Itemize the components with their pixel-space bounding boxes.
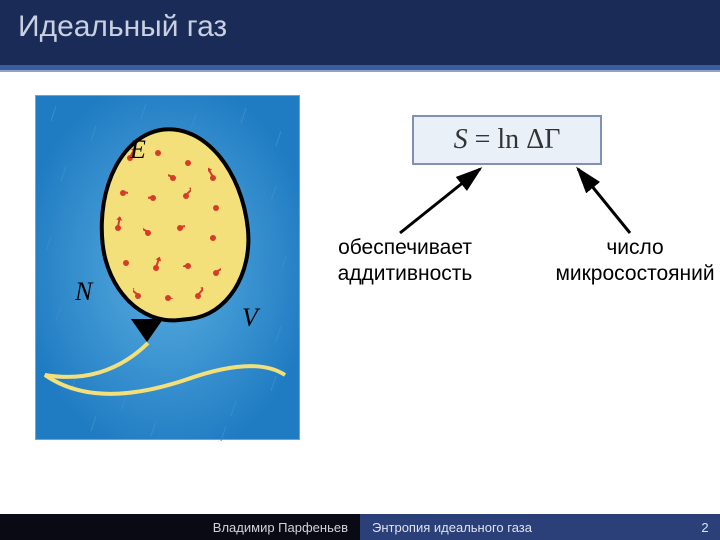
gas-particle [213, 205, 219, 211]
balloon-knot [132, 320, 162, 342]
entropy-formula: S = ln ΔΓ [454, 124, 561, 156]
gas-particle [153, 265, 159, 271]
gas-particle [115, 225, 121, 231]
entropy-formula-box: S = ln ΔΓ [412, 115, 602, 165]
formula-Gamma: Γ [544, 124, 560, 155]
gas-particle [150, 195, 156, 201]
gas-particle [155, 150, 161, 156]
formula-S: S [454, 124, 468, 155]
footer-author: Владимир Парфеньев [0, 514, 360, 540]
gas-particle [210, 175, 216, 181]
label-V: V [242, 303, 258, 333]
gas-particle [213, 270, 219, 276]
gas-particle [123, 260, 129, 266]
balloon-illustration: E N V [35, 95, 300, 440]
formula-eq: = [468, 124, 498, 155]
gas-particle [183, 193, 189, 199]
gas-particle [135, 293, 141, 299]
title-underline-2 [0, 70, 720, 72]
annotation-additivity: обеспечивает аддитивность [330, 235, 480, 288]
formula-Delta: Δ [526, 124, 544, 155]
formula-ln: ln [497, 124, 526, 155]
gas-particle [170, 175, 176, 181]
gas-particle [177, 225, 183, 231]
gas-particle [195, 293, 201, 299]
gas-particle [165, 295, 171, 301]
gas-particle [185, 160, 191, 166]
footer-page-number: 2 [690, 514, 720, 540]
gas-particle [145, 230, 151, 236]
annotation-microstates: число микросостояний [555, 235, 715, 288]
gas-particle [210, 235, 216, 241]
slide-title: Идеальный газ [18, 10, 227, 44]
gas-particle [120, 190, 126, 196]
footer-subject: Энтропия идеального газа [360, 514, 690, 540]
slide: Идеальный газ [0, 0, 720, 540]
label-E: E [130, 135, 146, 165]
gas-particle [185, 263, 191, 269]
label-N: N [75, 277, 92, 307]
